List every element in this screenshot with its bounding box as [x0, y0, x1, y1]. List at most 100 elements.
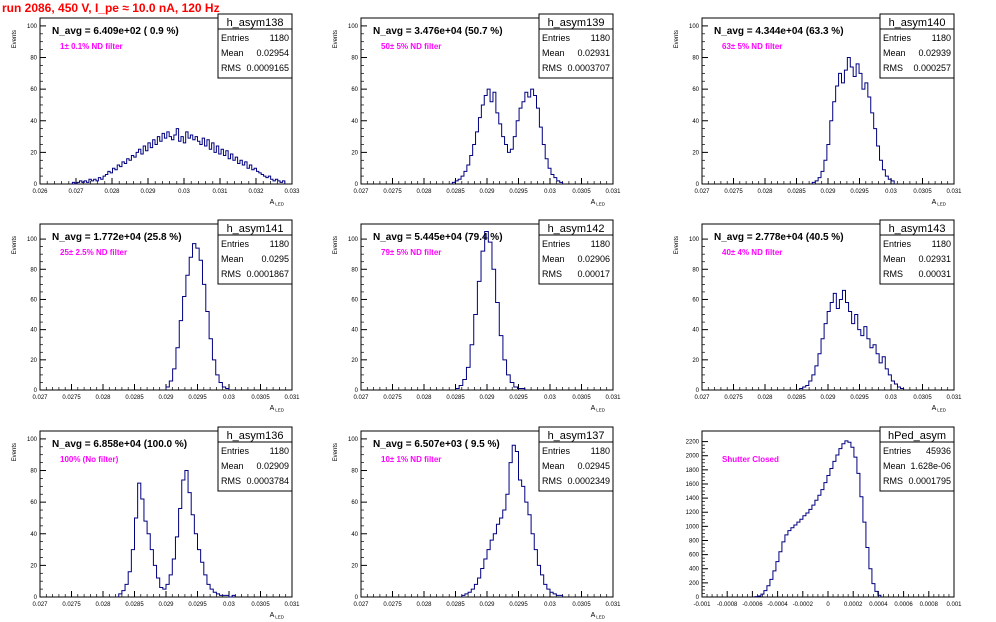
- y-axis-label: Events: [333, 30, 339, 48]
- stats-value: 1180: [932, 239, 951, 249]
- histogram-line: [754, 440, 882, 598]
- x-axis-label: ALED: [591, 405, 606, 413]
- x-tick-label: 0.0305: [913, 189, 932, 195]
- y-tick-label: 0: [34, 595, 38, 601]
- stats-box: [538, 13, 614, 79]
- filter-annotation: 63± 5% ND filter: [722, 42, 782, 51]
- x-tick-label: 0.03: [223, 395, 235, 401]
- x-tick-label: 0.0295: [188, 602, 207, 608]
- x-tick-label: 0: [826, 602, 830, 608]
- stats-label: RMS: [221, 476, 241, 486]
- y-tick-label: 600: [689, 553, 700, 559]
- y-tick-label: 20: [351, 358, 358, 364]
- y-tick-label: 40: [351, 328, 358, 334]
- stats-value: 0.02906: [577, 254, 610, 264]
- x-tick-label: 0.028: [104, 189, 120, 195]
- stats-label: Mean: [883, 48, 906, 58]
- x-tick-label: 0.0305: [572, 395, 591, 401]
- x-tick-label: 0.031: [212, 189, 228, 195]
- x-tick-label: 0.028: [416, 189, 432, 195]
- histogram-name: h_asym136: [227, 430, 284, 442]
- stats-label: Mean: [221, 48, 244, 58]
- x-axis-label: ALED: [932, 405, 947, 413]
- x-tick-label: 0.028: [416, 395, 432, 401]
- x-tick-label: 0.0295: [509, 602, 528, 608]
- y-tick-label: 40: [692, 119, 699, 125]
- navg-label: N_avg = 4.344e+04 (63.3 %): [714, 26, 844, 37]
- x-tick-label: 0.027: [353, 395, 369, 401]
- stats-label: Entries: [542, 33, 571, 43]
- filter-annotation: 100% (No filter): [60, 455, 119, 464]
- x-tick-label: 0.0275: [383, 602, 402, 608]
- filter-annotation: 10± 1% ND filter: [381, 455, 441, 464]
- x-tick-label: 0.031: [284, 602, 300, 608]
- y-tick-label: 20: [30, 150, 37, 156]
- histogram-panel: 0 20 40 60 80 100 0.027 0.0275 0.028 0.0285 0.029 0…: [12, 219, 300, 413]
- stats-value: 0.0001867: [246, 269, 289, 279]
- x-tick-label: 0.027: [353, 602, 369, 608]
- y-axis-label: Events: [674, 30, 680, 48]
- x-axis-label: ALED: [932, 199, 947, 207]
- y-axis-label: Events: [12, 443, 18, 461]
- navg-label: N_avg = 6.507e+03 ( 9.5 %): [373, 439, 500, 450]
- x-tick-label: 0.0285: [787, 189, 806, 195]
- x-tick-label: 0.028: [416, 602, 432, 608]
- stats-value: 1180: [270, 446, 289, 456]
- stats-label: Mean: [542, 48, 565, 58]
- stats-value: 0.0009165: [246, 63, 289, 73]
- x-tick-label: 0.0275: [62, 602, 81, 608]
- stats-value: 0.02909: [256, 461, 289, 471]
- x-tick-label: 0.027: [32, 395, 48, 401]
- x-tick-label: 0.0004: [869, 602, 888, 608]
- y-tick-label: 1800: [686, 468, 700, 474]
- stats-box: [538, 219, 614, 285]
- stats-value: 0.0001795: [908, 476, 951, 486]
- stats-label: Entries: [542, 446, 571, 456]
- stats-label: RMS: [542, 63, 562, 73]
- x-tick-label: -0.0008: [717, 602, 738, 608]
- y-tick-label: 80: [30, 267, 37, 273]
- y-axis-label: Events: [333, 236, 339, 254]
- histogram-line: [165, 243, 230, 390]
- y-tick-label: 0: [355, 595, 359, 601]
- y-tick-label: 60: [351, 87, 358, 93]
- y-tick-label: 80: [351, 267, 358, 273]
- x-tick-label: 0.0295: [850, 189, 869, 195]
- y-axis-label: Events: [12, 30, 18, 48]
- stats-box: [879, 219, 955, 285]
- stats-label: Mean: [883, 254, 906, 264]
- stats-value: 0.00017: [577, 269, 610, 279]
- x-tick-label: -0.001: [693, 602, 711, 608]
- stats-value: 0.02939: [918, 48, 951, 58]
- x-tick-label: 0.026: [32, 189, 48, 195]
- histogram-panel: 0 20 40 60 80 100 0.027 0.0275 0.028 0.0285 0.029 0…: [674, 219, 962, 413]
- y-tick-label: 40: [30, 532, 37, 538]
- stats-value: 1180: [591, 446, 610, 456]
- y-tick-label: 80: [30, 469, 37, 475]
- x-tick-label: 0.001: [946, 602, 962, 608]
- y-tick-label: 80: [692, 56, 699, 62]
- filter-annotation: 79± 5% ND filter: [381, 248, 441, 257]
- histogram-name: h_asym142: [548, 223, 605, 235]
- stats-box: [879, 13, 955, 79]
- stats-box: [538, 426, 614, 492]
- y-tick-label: 60: [30, 87, 37, 93]
- y-tick-label: 100: [27, 437, 38, 443]
- histogram-line: [461, 444, 564, 597]
- y-tick-label: 1000: [686, 524, 700, 530]
- y-tick-label: 60: [351, 297, 358, 303]
- x-axis-label: ALED: [591, 612, 606, 620]
- y-tick-label: 20: [692, 358, 699, 364]
- stats-label: Mean: [542, 461, 565, 471]
- stats-label: Entries: [883, 446, 912, 456]
- x-tick-label: 0.029: [479, 602, 495, 608]
- x-tick-label: 0.029: [158, 395, 174, 401]
- y-tick-label: 2200: [686, 440, 700, 446]
- x-tick-label: 0.028: [95, 602, 111, 608]
- histogram-name: h_asym140: [889, 17, 946, 29]
- stats-value: 0.02945: [577, 461, 610, 471]
- x-tick-label: 0.0305: [572, 602, 591, 608]
- stats-label: RMS: [883, 63, 903, 73]
- y-tick-label: 0: [34, 388, 38, 394]
